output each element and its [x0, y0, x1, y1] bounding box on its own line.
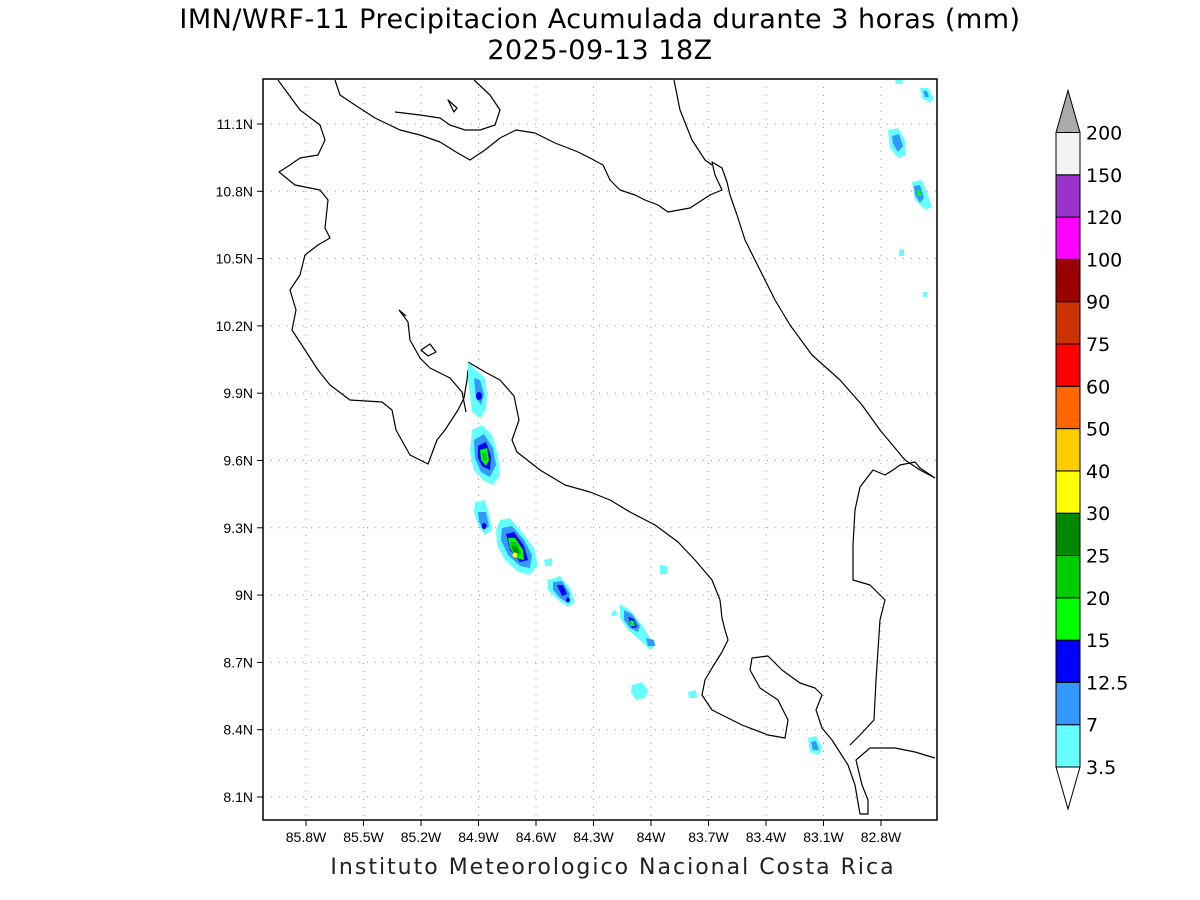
rain-cell-osa-tail: [646, 638, 655, 646]
lon-tick-label: 84.3W: [573, 829, 614, 845]
rain-cell-caribbean-6: [923, 292, 927, 297]
colorbar-label: 40: [1086, 461, 1110, 483]
rain-cell-caribbean-3-b1: [923, 91, 929, 97]
colorbar-swatch: [1055, 385, 1081, 430]
map-title: IMN/WRF-11 Precipitacion Acumulada duran…: [179, 4, 1021, 35]
colorbar-swatch: [1055, 132, 1081, 176]
colorbar-label: 100: [1086, 249, 1122, 271]
rain-cell-burica-b1: [811, 741, 819, 750]
map-subtitle-datetime: 2025-09-13 18Z: [487, 35, 713, 66]
colorbar-label: 15: [1086, 630, 1110, 652]
rain-cell-caribbean-5: [899, 249, 904, 256]
rain-cell-dominical-b2: [557, 585, 567, 596]
colorbar-swatch: [1055, 216, 1081, 260]
rain-cell-quepos-max: [512, 552, 518, 558]
lat-tick-label: 10.8N: [216, 183, 253, 199]
rain-cell-puntarenas-north-core: [474, 378, 484, 405]
colorbar-label: 12.5: [1086, 672, 1128, 694]
colorbar-label: 200: [1086, 123, 1122, 145]
colorbar-swatch: [1055, 512, 1081, 557]
rain-cell-small-c: [631, 682, 648, 700]
lat-tick-label: 8.1N: [223, 789, 253, 805]
colorbar-label: 120: [1086, 207, 1122, 229]
colorbar-label: 75: [1086, 334, 1110, 356]
colorbar-label: 3.5: [1086, 757, 1116, 779]
lon-tick-label: 84W: [637, 829, 667, 845]
rain-cell-central-pacific-b4: [482, 452, 487, 461]
gridlines: [263, 79, 937, 820]
lon-tick-label: 83.7W: [688, 829, 729, 845]
colorbar-swatch: [1055, 470, 1081, 514]
rain-cell-small-b: [660, 565, 668, 574]
colorbar-bottom-arrow: [1055, 766, 1081, 811]
rain-cell-puntarenas-north-max: [476, 392, 482, 400]
colorbar-swatch: [1055, 258, 1081, 303]
map-frame: [262, 78, 938, 821]
colorbar-swatch: [1055, 343, 1081, 387]
colorbar-label: 20: [1086, 588, 1110, 610]
colorbar-label: 7: [1086, 715, 1098, 737]
rain-cell-dominical-b3: [566, 597, 570, 603]
lon-tick-label: 84.6W: [516, 829, 557, 845]
footer-credit: Instituto Meteorologico Nacional Costa R…: [330, 855, 896, 880]
lon-tick-label: 85.2W: [401, 829, 442, 845]
lat-tick-label: 9N: [235, 587, 253, 603]
colorbar-swatch: [1055, 597, 1081, 641]
rain-cell-quepos-b5: [512, 546, 519, 553]
lon-tick-label: 84.9W: [458, 829, 499, 845]
lon-tick-label: 82.8W: [861, 829, 902, 845]
colorbar-swatch: [1055, 174, 1081, 218]
rain-cell-osa-b3: [630, 620, 635, 626]
colorbar-label: 60: [1086, 376, 1110, 398]
colorbar-swatch: [1055, 724, 1081, 768]
lon-tick-label: 85.8W: [286, 829, 327, 845]
colorbar-swatch: [1055, 428, 1081, 472]
coastline: [277, 79, 936, 815]
lat-tick-label: 9.3N: [223, 520, 253, 536]
lon-tick-label: 83.4W: [746, 829, 787, 845]
lat-tick-label: 8.4N: [223, 722, 253, 738]
colorbar-swatch: [1055, 555, 1081, 599]
lat-tick-label: 10.5N: [216, 251, 253, 267]
rain-cell-small-d: [688, 690, 697, 698]
colorbar-label: 150: [1086, 165, 1122, 187]
colorbar-legend: 3.5 7 12.5 15 20 25 30 40 50 60 75 90 100 120 150 200: [1055, 88, 1128, 811]
lon-tick-label: 83.1W: [803, 829, 844, 845]
colorbar-swatch: [1055, 639, 1081, 683]
rain-cell-small-e: [612, 610, 617, 616]
rain-cell-caribbean-4: [895, 80, 903, 84]
lat-tick-label: 8.7N: [223, 654, 253, 670]
colorbar-label: 90: [1086, 292, 1110, 314]
lat-tick-label: 11.1N: [217, 116, 253, 132]
lat-tick-label: 9.6N: [223, 453, 253, 469]
colorbar-label: 50: [1086, 419, 1110, 441]
rain-cell-caribbean-1-b1: [892, 134, 903, 152]
lat-tick-label: 9.9N: [223, 385, 253, 401]
rain-cell-jaco-max: [481, 523, 487, 529]
colorbar-label: 30: [1086, 503, 1110, 525]
colorbar-swatch: [1055, 301, 1081, 345]
latitude-axis: 11.1N 10.8N 10.5N 10.2N 9.9N 9.6N 9.3N 9N 8.7N 8.…: [216, 116, 263, 805]
colorbar-swatch: [1055, 681, 1081, 726]
lat-tick-label: 10.2N: [216, 318, 253, 334]
colorbar-top-arrow: [1055, 88, 1081, 133]
precipitation-overlay: [468, 80, 934, 755]
longitude-axis: 85.8W 85.5W 85.2W 84.9W 84.6W 84.3W 84W 83.7W 83…: [286, 820, 902, 845]
lon-tick-label: 85.5W: [343, 829, 384, 845]
rain-cell-caribbean-2-b2: [917, 190, 921, 196]
colorbar-label: 25: [1086, 546, 1110, 568]
rain-cell-small-a: [544, 558, 552, 566]
